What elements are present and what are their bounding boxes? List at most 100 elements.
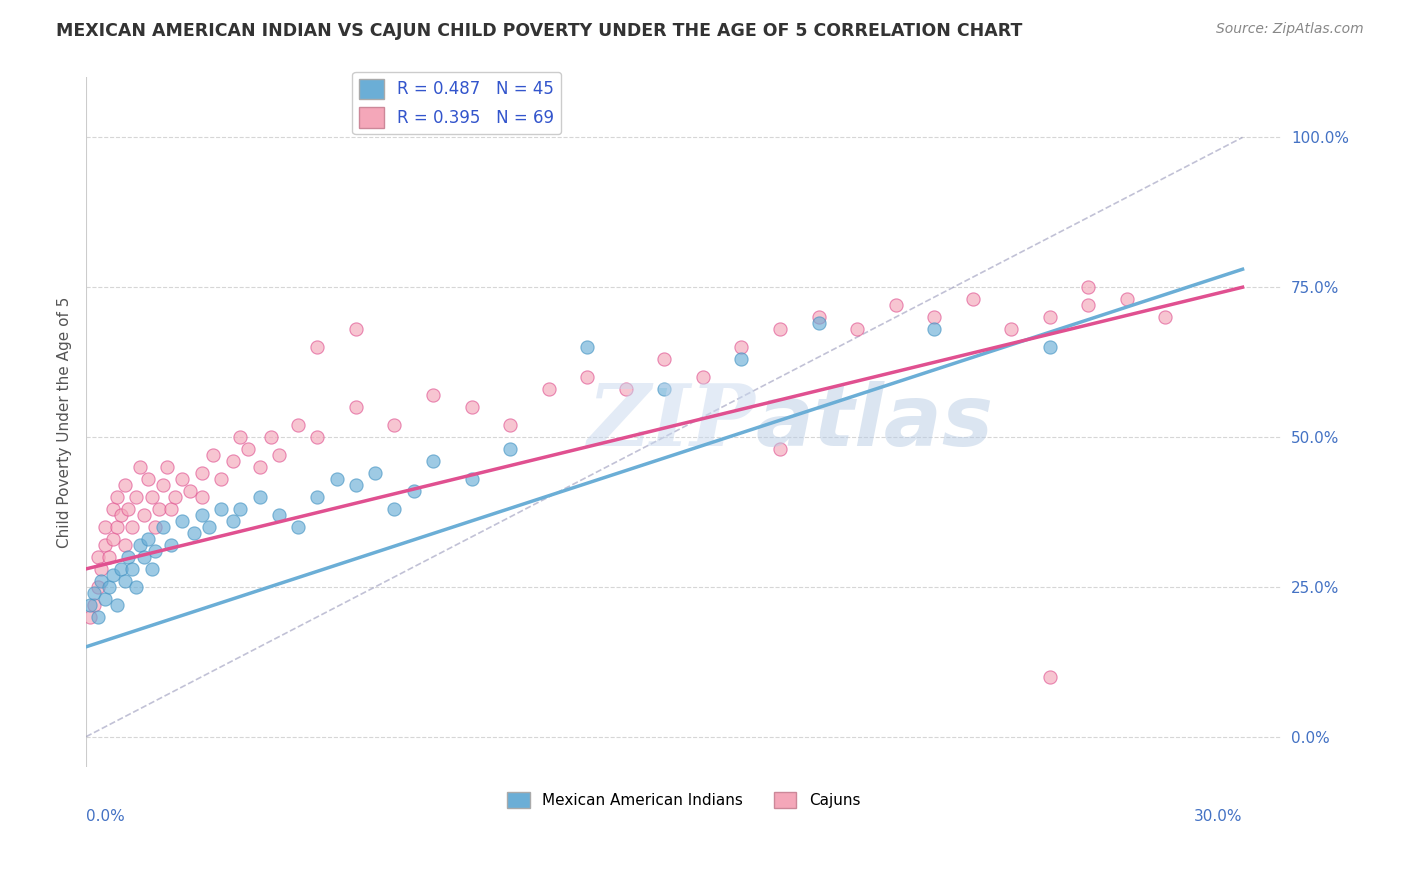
Point [86,549,108,564]
Point [460,400,482,414]
Point [83,586,105,600]
Point [422,388,444,402]
Point [172,472,194,486]
Point [576,370,599,384]
Point [145,520,167,534]
Point [90,574,112,588]
Point [129,538,152,552]
Point [114,478,136,492]
Point [98,580,121,594]
Point [460,472,482,486]
Point [769,322,792,336]
Point [307,430,329,444]
Point [307,340,329,354]
Point [229,430,252,444]
Point [94,591,117,606]
Point [229,502,252,516]
Point [1115,292,1137,306]
Point [249,460,271,475]
Point [86,580,108,594]
Point [499,418,522,433]
Point [652,352,675,367]
Point [384,418,406,433]
Point [249,490,271,504]
Point [132,549,155,564]
Text: ZIP: ZIP [588,380,756,464]
Point [846,322,869,336]
Point [807,316,830,330]
Point [136,532,159,546]
Point [307,490,329,504]
Point [145,544,167,558]
Point [101,532,124,546]
Text: Source: ZipAtlas.com: Source: ZipAtlas.com [1216,22,1364,37]
Point [652,382,675,396]
Point [884,298,907,312]
Point [86,610,108,624]
Point [190,508,212,522]
Point [922,310,945,325]
Point [132,508,155,522]
Point [537,382,560,396]
Point [190,466,212,480]
Point [110,508,132,522]
Point [267,508,290,522]
Point [209,502,232,516]
Point [209,472,232,486]
Point [136,472,159,486]
Point [121,562,143,576]
Point [364,466,387,480]
Point [202,448,225,462]
Text: MEXICAN AMERICAN INDIAN VS CAJUN CHILD POVERTY UNDER THE AGE OF 5 CORRELATION CH: MEXICAN AMERICAN INDIAN VS CAJUN CHILD P… [56,22,1022,40]
Point [1039,340,1062,354]
Point [148,502,170,516]
Point [179,483,201,498]
Point [344,400,367,414]
Point [221,454,243,468]
Point [141,490,163,504]
Point [236,442,259,456]
Point [183,525,205,540]
Point [260,430,283,444]
Point [422,454,444,468]
Point [125,580,148,594]
Point [344,478,367,492]
Point [125,490,148,504]
Point [152,520,174,534]
Point [325,472,347,486]
Point [1077,280,1099,294]
Point [83,598,105,612]
Point [1000,322,1022,336]
Point [105,598,128,612]
Point [287,418,309,433]
Point [769,442,792,456]
Point [110,562,132,576]
Point [172,514,194,528]
Point [267,448,290,462]
Point [129,460,152,475]
Point [1039,310,1062,325]
Point [344,322,367,336]
Point [198,520,221,534]
Legend: Mexican American Indians, Cajuns: Mexican American Indians, Cajuns [501,786,866,814]
Point [114,574,136,588]
Point [692,370,714,384]
Point [1077,298,1099,312]
Point [101,567,124,582]
Point [614,382,637,396]
Point [94,520,117,534]
Point [90,562,112,576]
Point [807,310,830,325]
Point [156,460,179,475]
Point [117,549,139,564]
Point [962,292,984,306]
Point [98,549,121,564]
Point [105,520,128,534]
Point [922,322,945,336]
Point [1154,310,1177,325]
Point [384,502,406,516]
Point [160,538,183,552]
Point [105,490,128,504]
Point [79,598,101,612]
Point [287,520,309,534]
